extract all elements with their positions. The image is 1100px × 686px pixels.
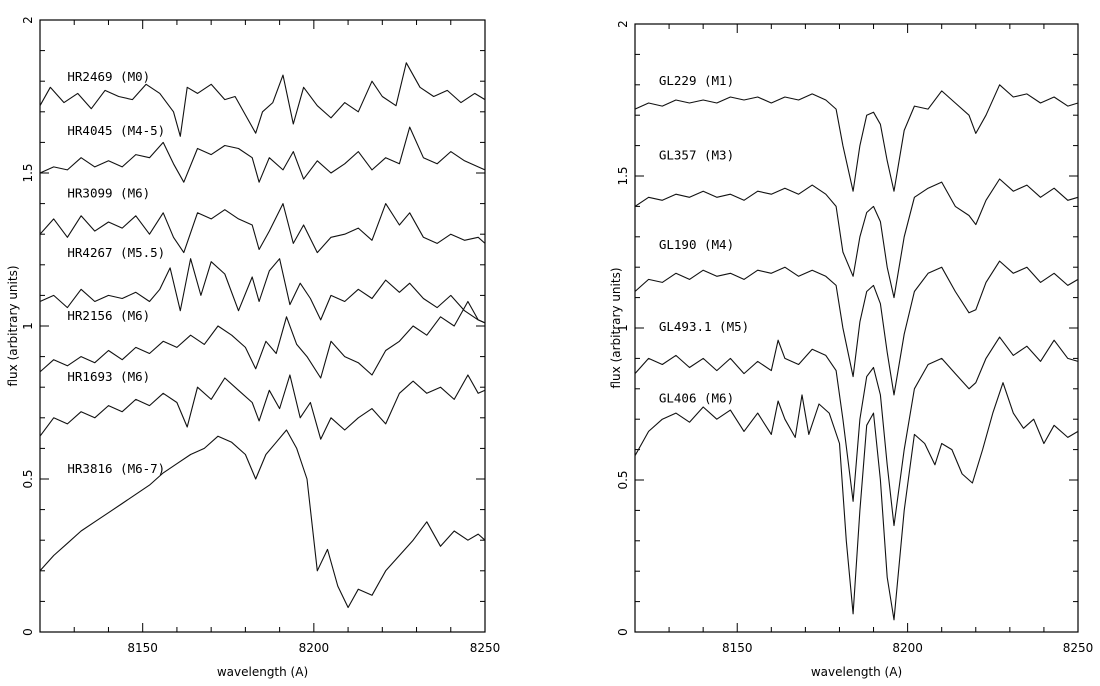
spectrum-label: HR2156 (M6) bbox=[67, 308, 150, 323]
spectrum-line bbox=[39, 429, 486, 609]
spectrum-label: HR4045 (M4-5) bbox=[67, 123, 165, 138]
x-tick-label: 8250 bbox=[1063, 641, 1094, 655]
spectrum-label: HR2469 (M0) bbox=[67, 69, 150, 84]
x-tick-label: 8200 bbox=[299, 641, 330, 655]
spectrum-label: HR4267 (M5.5) bbox=[67, 245, 165, 260]
spectrum-line bbox=[634, 260, 1079, 396]
x-axis-label: wavelength (A) bbox=[217, 665, 308, 679]
spectrum-label: GL357 (M3) bbox=[659, 147, 734, 162]
spectrum-line bbox=[634, 84, 1079, 192]
y-tick-label: 0 bbox=[616, 628, 630, 636]
spectrum-line bbox=[39, 374, 486, 440]
spectrum-line bbox=[634, 178, 1079, 299]
spectrum-label: HR3099 (M6) bbox=[67, 185, 150, 200]
spectrum-label: HR1693 (M6) bbox=[67, 369, 150, 384]
spectrum-line bbox=[39, 258, 486, 324]
spectrum-label: GL229 (M1) bbox=[659, 73, 734, 88]
y-tick-label: 0.5 bbox=[616, 470, 630, 489]
spectrum-line bbox=[634, 336, 1079, 527]
y-tick-label: 2 bbox=[21, 16, 35, 24]
x-tick-label: 8150 bbox=[127, 641, 158, 655]
spectrum-label: HR3816 (M6-7) bbox=[67, 461, 165, 476]
spectrum-line bbox=[39, 126, 486, 183]
panel-2: 8150 8200 8250 0 0.5 1 1.5 2 wavelength (A) flux … bbox=[609, 20, 1093, 679]
y-tick-label: 0 bbox=[21, 628, 35, 636]
spectrum-line bbox=[39, 203, 486, 254]
y-axis-label: flux (arbitrary units) bbox=[6, 265, 20, 386]
x-tick-label: 8150 bbox=[722, 641, 753, 655]
y-tick-label: 1 bbox=[21, 322, 35, 330]
y-tick-label: 1 bbox=[616, 324, 630, 332]
spectrum-label: GL493.1 (M5) bbox=[659, 319, 749, 334]
spectrum-line bbox=[39, 300, 486, 379]
spectrum-label: GL190 (M4) bbox=[659, 237, 734, 252]
spectrum-label: GL406 (M6) bbox=[659, 390, 734, 405]
y-axis-label: flux (arbitrary units) bbox=[609, 267, 623, 388]
x-tick-label: 8200 bbox=[892, 641, 923, 655]
spectrum-line bbox=[39, 62, 486, 137]
y-tick-label: 0.5 bbox=[21, 469, 35, 488]
panel-1: 8150 8200 8250 0 0.5 1 1.5 2 wavelength (A) flux … bbox=[6, 16, 500, 679]
spectrum-line bbox=[634, 382, 1079, 621]
x-tick-label: 8250 bbox=[470, 641, 501, 655]
y-tick-label: 1.5 bbox=[616, 166, 630, 185]
x-axis-label: wavelength (A) bbox=[811, 665, 902, 679]
y-tick-label: 1.5 bbox=[21, 163, 35, 182]
y-tick-label: 2 bbox=[616, 20, 630, 28]
